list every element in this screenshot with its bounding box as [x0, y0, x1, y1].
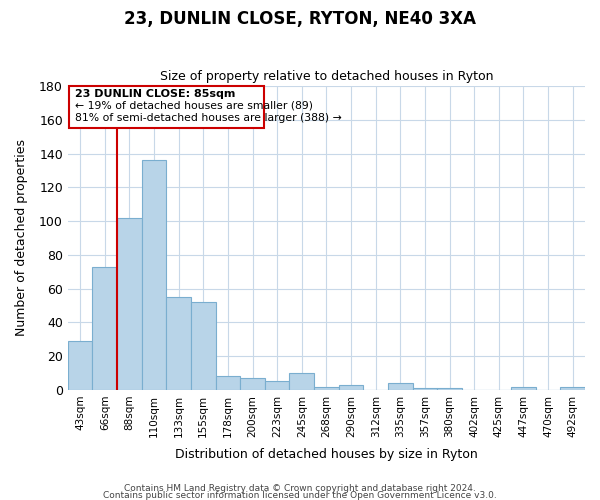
- Bar: [265, 382, 289, 390]
- Text: 23 DUNLIN CLOSE: 85sqm: 23 DUNLIN CLOSE: 85sqm: [75, 88, 235, 99]
- Bar: [560, 386, 585, 390]
- Bar: [437, 388, 462, 390]
- Bar: [339, 385, 364, 390]
- Bar: [240, 378, 265, 390]
- Text: ← 19% of detached houses are smaller (89): ← 19% of detached houses are smaller (89…: [75, 100, 313, 110]
- Text: Contains HM Land Registry data © Crown copyright and database right 2024.: Contains HM Land Registry data © Crown c…: [124, 484, 476, 493]
- Bar: [68, 341, 92, 390]
- Bar: [142, 160, 166, 390]
- X-axis label: Distribution of detached houses by size in Ryton: Distribution of detached houses by size …: [175, 448, 478, 461]
- Bar: [314, 386, 339, 390]
- Bar: [117, 218, 142, 390]
- Title: Size of property relative to detached houses in Ryton: Size of property relative to detached ho…: [160, 70, 493, 84]
- Bar: [289, 373, 314, 390]
- Bar: [92, 266, 117, 390]
- Bar: [413, 388, 437, 390]
- Bar: [191, 302, 215, 390]
- Text: Contains public sector information licensed under the Open Government Licence v3: Contains public sector information licen…: [103, 492, 497, 500]
- Text: 81% of semi-detached houses are larger (388) →: 81% of semi-detached houses are larger (…: [75, 112, 342, 122]
- Bar: [388, 383, 413, 390]
- Bar: [215, 376, 240, 390]
- Bar: [511, 386, 536, 390]
- Y-axis label: Number of detached properties: Number of detached properties: [15, 140, 28, 336]
- Text: 23, DUNLIN CLOSE, RYTON, NE40 3XA: 23, DUNLIN CLOSE, RYTON, NE40 3XA: [124, 10, 476, 28]
- Bar: [166, 297, 191, 390]
